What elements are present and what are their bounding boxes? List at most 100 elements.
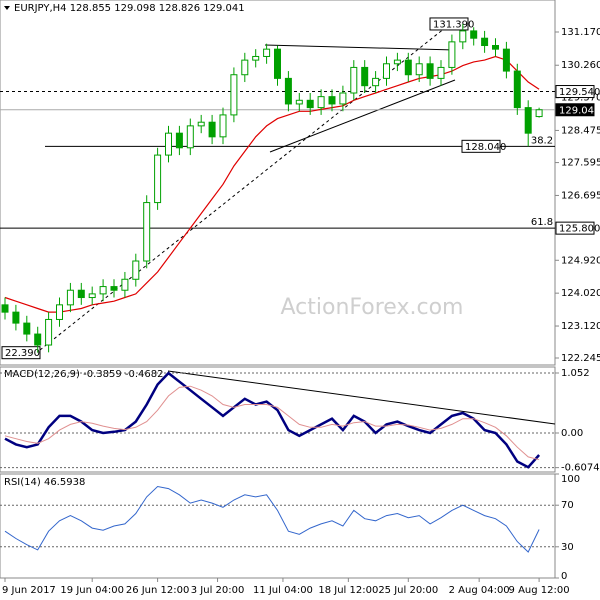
candle-body bbox=[404, 59, 412, 76]
y-tick-label: 123.120 bbox=[561, 321, 600, 332]
candle-body bbox=[77, 289, 85, 299]
macd-line bbox=[4, 385, 540, 461]
y-tick-label: 1.052 bbox=[561, 368, 590, 379]
candle-body bbox=[154, 154, 162, 204]
menu-arrow bbox=[4, 6, 10, 10]
candle-body bbox=[274, 48, 281, 79]
level-label: 22.390 bbox=[5, 348, 40, 359]
candle-body bbox=[1, 304, 9, 313]
x-tick-label: 26 Jun 12:00 bbox=[126, 585, 190, 596]
candle-body bbox=[328, 96, 336, 105]
candle-body bbox=[317, 96, 325, 109]
x-tick-label: 9 Aug 12:00 bbox=[509, 585, 570, 596]
candle-body bbox=[481, 37, 489, 47]
candle-body bbox=[448, 41, 456, 68]
candle-body bbox=[121, 278, 129, 291]
candle-body bbox=[132, 260, 140, 280]
level-label: 129.540 bbox=[559, 87, 600, 98]
rsi-label: RSI(14) 46.5938 bbox=[4, 477, 85, 488]
y-tick-label: 124.920 bbox=[561, 255, 600, 266]
candle-body bbox=[12, 311, 20, 324]
candle-body bbox=[306, 99, 314, 109]
candle-body bbox=[143, 202, 151, 262]
candle-body bbox=[339, 92, 347, 105]
candle-body bbox=[197, 121, 205, 127]
level-box bbox=[555, 85, 595, 99]
y-tick-label: 126.695 bbox=[561, 190, 600, 201]
level-box bbox=[1, 346, 41, 360]
moving-average bbox=[4, 55, 540, 313]
candle-body bbox=[437, 66, 445, 79]
trendline bbox=[269, 79, 456, 153]
candle-body bbox=[165, 132, 172, 156]
watermark: ActionForex.com bbox=[281, 295, 464, 320]
candle-body bbox=[524, 107, 532, 134]
candle-body bbox=[175, 132, 183, 149]
candle-body bbox=[263, 48, 271, 57]
candle-body bbox=[535, 109, 543, 118]
level-label: 129.041 bbox=[559, 105, 600, 116]
level-box bbox=[429, 17, 469, 31]
candle-body bbox=[186, 125, 194, 149]
fib-label: 38.2 bbox=[531, 135, 553, 146]
x-tick-label: 9 Jun 2017 bbox=[2, 585, 56, 596]
candle-body bbox=[295, 99, 303, 105]
candle-body bbox=[284, 77, 292, 105]
trendline bbox=[39, 19, 456, 351]
y-tick-label: 122.245 bbox=[561, 353, 600, 364]
candle-body bbox=[99, 286, 107, 295]
fib-label: 61.8 bbox=[531, 217, 553, 228]
candle-body bbox=[459, 30, 467, 43]
candle-body bbox=[492, 45, 499, 50]
candle-body bbox=[513, 70, 521, 109]
level-label: 128.040 bbox=[465, 142, 506, 153]
y-tick-label: 30 bbox=[561, 542, 574, 553]
candle-body bbox=[383, 63, 390, 79]
macd-panel bbox=[0, 366, 556, 473]
candle-body bbox=[415, 63, 423, 76]
x-tick-label: 19 Jun 04:00 bbox=[60, 585, 124, 596]
candle-body bbox=[66, 289, 74, 306]
x-tick-label: 25 Jul 20:00 bbox=[378, 585, 438, 596]
candle-body bbox=[88, 293, 96, 299]
y-tick-label: 127.595 bbox=[561, 158, 600, 169]
candle-body bbox=[372, 77, 380, 87]
candle-body bbox=[110, 286, 118, 291]
rsi-panel bbox=[0, 473, 556, 579]
candle-body bbox=[56, 304, 63, 320]
level-box bbox=[555, 221, 595, 235]
y-tick-label: 129.370 bbox=[561, 93, 600, 104]
y-tick-label: 130.260 bbox=[561, 60, 600, 71]
candle-body bbox=[230, 74, 238, 116]
x-tick-label: 18 Jul 12:00 bbox=[318, 585, 378, 596]
y-tick-label: 0 bbox=[561, 571, 567, 582]
y-tick-label: 70 bbox=[561, 500, 574, 511]
x-tick-label: 3 Jul 20:00 bbox=[191, 585, 245, 596]
candle-body bbox=[208, 121, 216, 138]
candle-body bbox=[252, 55, 260, 61]
candle-body bbox=[426, 63, 434, 79]
level-box bbox=[461, 139, 501, 153]
y-tick-label: 0.00 bbox=[561, 428, 583, 439]
candle-body bbox=[470, 30, 478, 39]
y-tick-label: 128.475 bbox=[561, 125, 600, 136]
candle-body bbox=[502, 48, 510, 72]
level-label: 125.800 bbox=[559, 224, 600, 235]
y-tick-label: 131.170 bbox=[561, 27, 600, 38]
candle-body bbox=[350, 66, 358, 94]
macd-trendline bbox=[167, 370, 556, 425]
y-tick-label: -0.6074 bbox=[561, 463, 600, 474]
macd-label: MACD(12,26,9) -0.3859 -0.4682 bbox=[4, 369, 164, 380]
x-tick-label: 11 Jul 04:00 bbox=[253, 585, 313, 596]
candle-body bbox=[45, 318, 53, 346]
trendline bbox=[264, 44, 456, 51]
y-tick-label: 124.020 bbox=[561, 288, 600, 299]
rsi-line bbox=[4, 485, 540, 553]
candle-body bbox=[393, 59, 401, 65]
chart-title: EURJPY,H4 128.855 129.098 128.826 129.04… bbox=[14, 3, 245, 14]
level-box bbox=[555, 103, 595, 117]
candle-body bbox=[219, 114, 227, 138]
y-tick-label: 100 bbox=[561, 474, 580, 485]
candle-body bbox=[34, 333, 42, 346]
